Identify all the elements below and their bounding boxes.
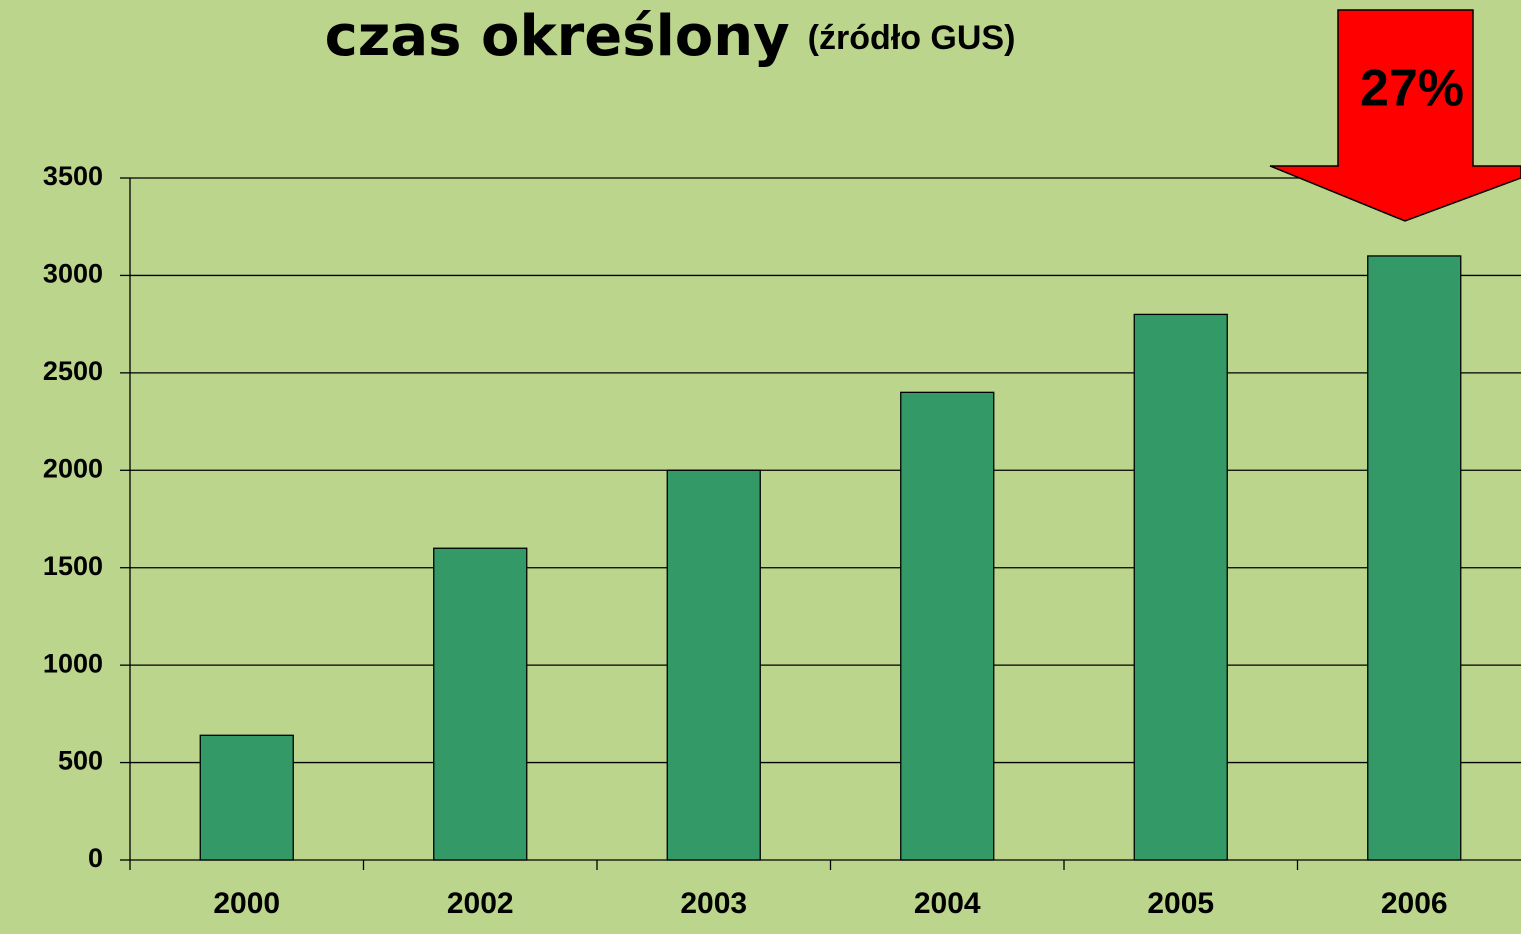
bar [666,469,761,861]
plot: 0 500 1000 1500 2000 2500 3000 3500 2000 2002 2003… [43,161,1521,920]
bar [1367,255,1462,861]
y-tick-label: 1500 [43,551,103,581]
x-tick-label: 2000 [213,887,280,920]
x-tick-label: 2004 [914,887,981,920]
x-tick-label: 2005 [1147,887,1214,920]
y-tick-label: 500 [58,746,103,776]
x-tick-label: 2003 [680,887,747,920]
chart-subtitle: (źródło GUS) [808,19,1016,57]
x-tick-label: 2002 [447,887,514,920]
bar [199,734,294,861]
y-tick-label: 2000 [43,453,103,483]
chart-title-line: czas określony (źródło GUS) [325,4,1016,69]
y-tick-label: 3500 [43,161,103,191]
arrow [1269,9,1521,222]
y-tick-label: 0 [88,843,103,873]
annotation: 27% [1360,60,1464,118]
x-tick-label: 2006 [1381,887,1448,920]
y-tick-label: 1000 [43,648,103,678]
chart-title: czas określony [325,4,790,69]
y-tick-label: 3000 [43,259,103,289]
bar [1133,313,1228,861]
bar [433,547,528,861]
bar [900,391,995,861]
y-tick-label: 2500 [43,356,103,386]
